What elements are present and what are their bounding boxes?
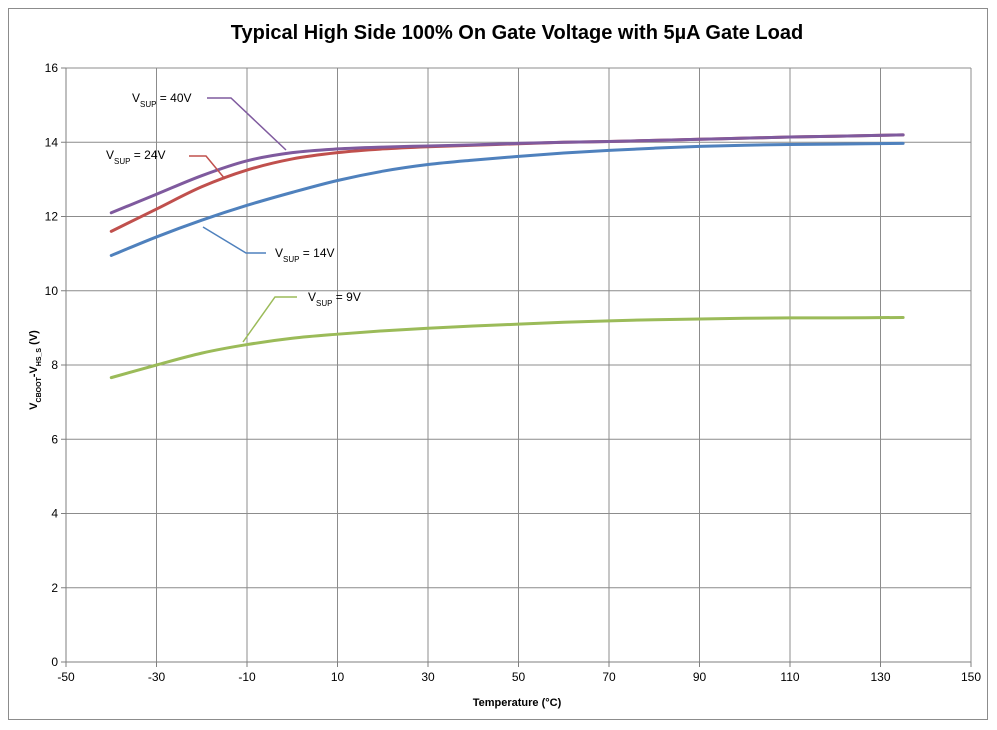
annotation-leader-vsup-40v xyxy=(207,97,287,151)
annotation-label-vsup-40v: VSUP = 40V xyxy=(132,91,192,109)
y-axis-label-main: V xyxy=(28,402,40,410)
chart-title: Typical High Side 100% On Gate Voltage w… xyxy=(231,22,803,44)
annotation-label-vsup-14v: VSUP = 14V xyxy=(275,246,335,264)
annotation-label-vsup-9v: VSUP = 9V xyxy=(308,290,361,308)
y-tick-label: 8 xyxy=(51,358,58,372)
series-line-vsup-9v xyxy=(109,315,905,380)
x-axis-ticks: -50 -30 -10 10 30 50 70 90 110 130 150 xyxy=(57,662,981,684)
series-line-vsup-40v xyxy=(109,133,905,215)
line-chart: Typical High Side 100% On Gate Voltage w… xyxy=(28,22,981,709)
x-axis-label: Temperature (°C) xyxy=(473,697,562,709)
y-axis-ticks: 0 2 4 6 8 10 12 14 16 xyxy=(45,61,66,669)
x-tick-label: 90 xyxy=(693,670,707,684)
y-axis-label-tail: (V) xyxy=(28,330,40,348)
x-tick-label: 50 xyxy=(512,670,526,684)
x-tick-label: 70 xyxy=(602,670,616,684)
y-tick-label: 6 xyxy=(51,432,58,446)
annotation-label-vsup-24v: VSUP = 24V xyxy=(106,148,166,166)
y-axis-label-mid: -V xyxy=(28,366,40,378)
gridlines xyxy=(65,67,972,663)
series-lines xyxy=(109,133,905,380)
x-tick-label: -10 xyxy=(238,670,256,684)
y-tick-label: 14 xyxy=(45,135,59,149)
y-axis-label: VCBOOT-VHS_S (V) xyxy=(28,330,43,410)
y-tick-label: 10 xyxy=(45,284,59,298)
annotation-leader-vsup-24v xyxy=(189,155,226,180)
y-axis-label-sub2: HS_S xyxy=(36,348,43,367)
x-tick-label: 130 xyxy=(870,670,890,684)
x-tick-label: -30 xyxy=(148,670,166,684)
x-tick-label: 10 xyxy=(331,670,345,684)
x-tick-label: 110 xyxy=(780,670,799,684)
y-tick-label: 4 xyxy=(51,507,58,521)
y-tick-label: 16 xyxy=(45,61,59,75)
x-tick-label: 30 xyxy=(421,670,435,684)
series-annotations: VSUP = 40V VSUP = 24V VSUP = 14V VSUP = 9V xyxy=(106,91,361,343)
y-tick-label: 2 xyxy=(51,581,58,595)
y-tick-label: 0 xyxy=(51,655,58,669)
annotation-leader-vsup-14v xyxy=(202,226,266,254)
y-axis-label-sub1: CBOOT xyxy=(36,376,43,402)
chart-frame: Typical High Side 100% On Gate Voltage w… xyxy=(8,8,988,720)
y-tick-label: 12 xyxy=(45,210,59,224)
annotation-leader-vsup-9v xyxy=(242,296,297,343)
series-line-vsup-14v xyxy=(109,141,905,257)
x-tick-label: 150 xyxy=(961,670,981,684)
x-tick-label: -50 xyxy=(57,670,75,684)
